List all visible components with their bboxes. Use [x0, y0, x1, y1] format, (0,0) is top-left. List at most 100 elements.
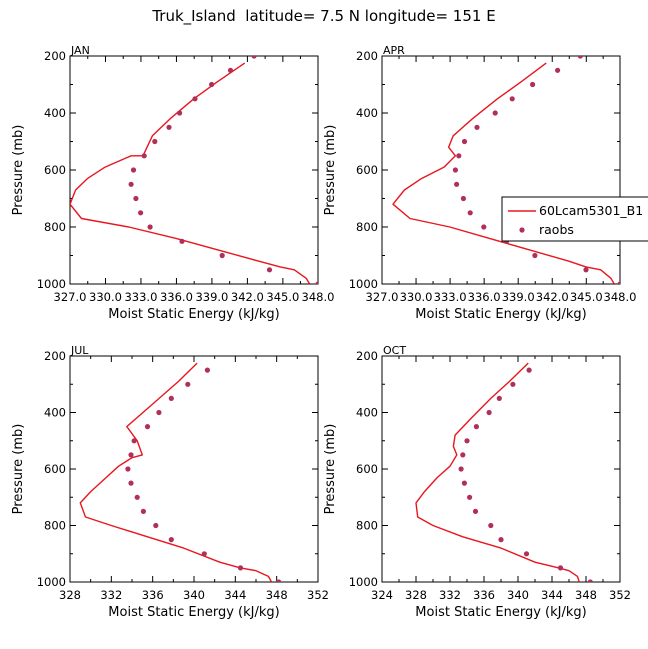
model-profile-line [79, 362, 273, 582]
raobs-point [276, 579, 282, 582]
x-axis-label: Moist Static Energy (kJ/kg) [108, 605, 279, 620]
x-axis-label: Moist Static Energy (kJ/kg) [415, 605, 586, 620]
raobs-point [128, 452, 134, 458]
raobs-point [461, 480, 467, 486]
raobs-point [454, 181, 460, 187]
raobs-point [179, 238, 185, 244]
raobs-point [458, 466, 464, 472]
y-axis-label: Pressure (mb) [11, 424, 26, 515]
x-tick-label: 327.0 [54, 290, 87, 304]
raobs-point [219, 252, 225, 259]
raobs-point [315, 281, 318, 284]
raobs-point [128, 480, 134, 486]
x-tick-label: 345.0 [570, 290, 603, 304]
panel-apr: APR 327.0 330.0 333.0 336.0 339.0 342.0 345.0 34… [323, 44, 636, 322]
y-tick-label: 600 [356, 163, 378, 177]
x-tick-label: 328 [59, 588, 81, 602]
y-tick-label: 1000 [349, 575, 378, 589]
y-tick-label: 400 [356, 406, 378, 420]
raobs-point [209, 81, 215, 88]
panel-jan: JAN 327.0 330.0 333.0 336.0 339.0 342.0 345.0 34… [11, 44, 334, 322]
x-tick-label: 336 [473, 588, 495, 602]
raobs-point [251, 56, 257, 59]
raobs-point [156, 409, 162, 416]
raobs-point [587, 579, 593, 582]
raobs-point [523, 551, 530, 557]
plot-frame [69, 355, 319, 583]
x-tick-label: 342.0 [536, 290, 569, 304]
raobs-point [496, 395, 502, 401]
x-tick-label: 324 [371, 588, 393, 602]
raobs-point [166, 124, 172, 130]
raobs-point [266, 267, 273, 273]
y-tick-label: 600 [356, 462, 378, 476]
raobs-point [526, 367, 532, 373]
plot-area [415, 362, 593, 582]
raobs-point [204, 367, 210, 373]
x-tick-label: 336.0 [468, 290, 501, 304]
raobs-point [486, 409, 492, 416]
legend-obs-label: raobs [539, 222, 574, 237]
legend-obs-marker [519, 227, 525, 233]
panel-title: JAN [70, 44, 90, 57]
y-tick-label: 400 [356, 106, 378, 120]
y-tick-label: 200 [356, 49, 378, 63]
panel-oct: OCT 324 328 332 336 340 344 348 352 200 400 600 800 1… [323, 344, 631, 620]
plot-frame [381, 55, 621, 285]
y-axis-label: Pressure (mb) [11, 125, 26, 216]
raobs-point [134, 494, 140, 500]
x-tick-label: 340 [183, 588, 205, 602]
x-tick-label: 332 [100, 588, 122, 602]
x-tick-label: 327.0 [366, 290, 399, 304]
model-profile-line [70, 62, 311, 284]
raobs-point [509, 96, 515, 102]
x-tick-label: 352 [609, 588, 631, 602]
raobs-point [498, 537, 504, 543]
plot-frame [69, 55, 319, 285]
raobs-point [144, 424, 151, 430]
raobs-point [185, 381, 191, 387]
y-tick-label: 200 [44, 49, 66, 63]
legend-box [501, 196, 648, 242]
x-axis-label: Moist Static Energy (kJ/kg) [415, 307, 586, 322]
plot-area [70, 56, 318, 284]
y-tick-label: 600 [44, 462, 66, 476]
raobs-point [125, 466, 131, 472]
raobs-point [460, 195, 466, 202]
raobs-point [472, 508, 479, 514]
raobs-point [168, 395, 174, 401]
panel-title: APR [383, 44, 405, 57]
raobs-point [474, 124, 480, 130]
x-tick-label: 336 [142, 588, 164, 602]
raobs-point [177, 110, 183, 116]
raobs-point [481, 224, 487, 230]
model-profile-line [415, 362, 580, 582]
raobs-point [557, 565, 564, 571]
raobs-point [168, 537, 174, 543]
model-profile-line [392, 62, 615, 284]
x-axis-label: Moist Static Energy (kJ/kg) [108, 307, 279, 322]
y-tick-label: 800 [356, 519, 378, 533]
y-tick-label: 400 [44, 406, 66, 420]
legend-model-label: 60Lcam5301_B1 [539, 203, 643, 218]
plot-area [79, 362, 282, 582]
raobs-point [577, 56, 583, 59]
y-tick-label: 800 [44, 220, 66, 234]
raobs-point [492, 110, 498, 116]
y-axis-label: Pressure (mb) [323, 424, 338, 515]
x-tick-label: 339.0 [502, 290, 535, 304]
raobs-point [530, 81, 536, 88]
y-tick-label: 200 [356, 349, 378, 363]
x-tick-label: 342.0 [231, 290, 264, 304]
y-tick-label: 1000 [37, 575, 66, 589]
x-tick-label: 348.0 [302, 290, 335, 304]
raobs-point [460, 452, 466, 458]
x-tick-label: 352 [307, 588, 329, 602]
raobs-point [473, 424, 479, 430]
panel-jul: JUL 328 332 336 340 344 348 352 200 400 600 800 1000… [11, 344, 329, 620]
legend: 60Lcam5301_B1 raobs [501, 196, 648, 242]
raobs-point [131, 438, 137, 444]
x-tick-label: 344 [224, 588, 246, 602]
raobs-point [192, 96, 198, 102]
